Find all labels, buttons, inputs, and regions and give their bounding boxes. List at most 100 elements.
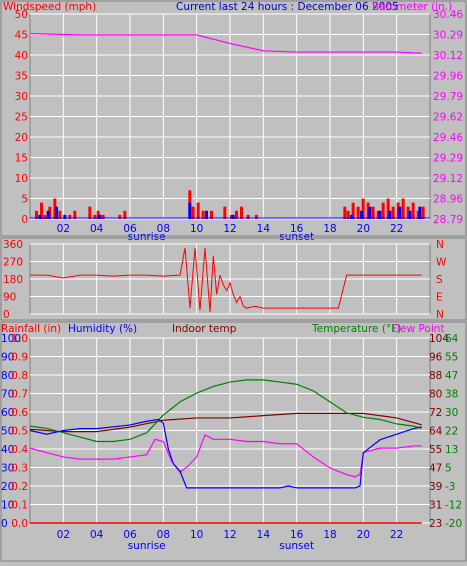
wind-x-tick: 20 bbox=[357, 223, 370, 235]
windspeed-bar bbox=[35, 210, 38, 219]
wind-grid bbox=[30, 13, 430, 220]
temperature-y-tick: 64 bbox=[445, 333, 459, 345]
gust-bar bbox=[46, 210, 50, 219]
wind-sunset-label: sunset bbox=[279, 231, 314, 243]
temp-x-tick: 14 bbox=[257, 529, 271, 541]
wind-y-tick: 15 bbox=[15, 153, 28, 165]
humidity-y-tick: 60 bbox=[1, 407, 14, 419]
dewpoint-line bbox=[29, 434, 422, 478]
indoor-y-tick: 64 bbox=[429, 426, 443, 438]
temp-sunset-label: sunset bbox=[279, 540, 314, 552]
rainfall-y-tick: 0.0 bbox=[11, 518, 28, 530]
humidity-y-tick: 20 bbox=[1, 481, 14, 493]
wind-y-tick: 35 bbox=[15, 71, 28, 83]
gust-bar bbox=[98, 214, 102, 219]
gust-bar bbox=[231, 214, 235, 219]
direction-y-tick: 360 bbox=[3, 239, 23, 251]
humidity-line bbox=[29, 418, 422, 489]
windspeed-bar bbox=[210, 210, 213, 219]
indoor-y-tick: 88 bbox=[429, 370, 442, 382]
gust-bar bbox=[205, 210, 208, 219]
gust-bar bbox=[398, 206, 402, 219]
wind-tick-labels: 02 04 06 08 10 12 14 16 18 20 22504540353025201510… bbox=[15, 9, 464, 243]
gust-bar bbox=[55, 206, 58, 219]
windspeed-bar bbox=[255, 214, 258, 219]
humidity-y-tick: 40 bbox=[1, 444, 14, 456]
wind-y-tick: 5 bbox=[21, 194, 28, 206]
windspeed-bar bbox=[53, 198, 57, 219]
windspeed-bar bbox=[386, 198, 390, 219]
windspeed-bar bbox=[421, 206, 425, 219]
humidity-y-tick: 70 bbox=[1, 389, 14, 401]
windspeed-bar bbox=[223, 206, 227, 219]
temperature-y-tick: -12 bbox=[445, 500, 462, 512]
rainfall-y-tick: 0.1 bbox=[11, 500, 28, 512]
windspeed-bar bbox=[123, 210, 127, 219]
barometer-y-tick: 30.46 bbox=[433, 9, 463, 21]
direction-panel-border bbox=[0, 237, 467, 321]
indoor-y-tick: 96 bbox=[429, 352, 443, 364]
barometer-y-tick: 30.12 bbox=[433, 50, 463, 62]
windspeed-bar bbox=[351, 202, 355, 219]
temp-x-tick: 16 bbox=[290, 529, 304, 541]
temp-series bbox=[29, 379, 422, 524]
wind-x-tick: 10 bbox=[190, 223, 203, 235]
wind-x-tick: 08 bbox=[157, 223, 170, 235]
humidity-y-tick: 10 bbox=[1, 500, 14, 512]
windspeed-bar bbox=[196, 202, 200, 219]
windspeed-bar bbox=[361, 198, 365, 219]
barometer-line bbox=[29, 33, 422, 54]
windspeed-bar bbox=[376, 210, 380, 219]
rainfall-y-tick: 0.2 bbox=[11, 481, 28, 493]
gust-bar bbox=[350, 214, 353, 219]
wind-y-tick: 50 bbox=[15, 9, 28, 21]
barometer-y-tick: 29.96 bbox=[433, 71, 463, 83]
wind-x-tick: 04 bbox=[90, 223, 104, 235]
wind-sunrise-label: sunrise bbox=[128, 231, 166, 243]
windspeed-bar bbox=[246, 214, 250, 219]
gust-bar bbox=[63, 214, 67, 219]
temp-x-tick: 08 bbox=[157, 529, 170, 541]
temperature-y-tick: 55 bbox=[445, 352, 458, 364]
temp-x-tick: 18 bbox=[323, 529, 336, 541]
humidity-axis-label: Humidity (%) bbox=[68, 323, 137, 335]
wind-x-tick: 16 bbox=[290, 223, 304, 235]
temperature-y-tick: -3 bbox=[445, 481, 455, 493]
indoor-y-tick: 80 bbox=[429, 389, 442, 401]
windspeed-bar bbox=[371, 206, 375, 219]
windspeed-bar bbox=[96, 210, 100, 219]
wind-y-tick: 25 bbox=[15, 112, 28, 124]
direction-y-tick: 180 bbox=[3, 274, 23, 286]
windspeed-bar bbox=[343, 206, 347, 219]
windspeed-bar bbox=[396, 202, 400, 219]
temp-x-tick: 20 bbox=[357, 529, 370, 541]
rainfall-y-tick: 0.9 bbox=[11, 352, 28, 364]
rainfall-y-tick: 0.8 bbox=[11, 370, 28, 382]
wind-y-tick: 45 bbox=[15, 30, 28, 42]
barometer-y-tick: 29.46 bbox=[433, 132, 463, 144]
windspeed-bar bbox=[101, 214, 105, 219]
direction-y-tick: 0 bbox=[3, 309, 10, 321]
compass-tick: N bbox=[436, 309, 444, 321]
temperature-y-tick: -20 bbox=[445, 518, 462, 530]
wind-direction-line bbox=[30, 247, 422, 313]
barometer-y-tick: 28.96 bbox=[433, 194, 463, 206]
indoor-y-tick: 39 bbox=[429, 481, 442, 493]
gust-bar bbox=[360, 210, 363, 219]
barometer-y-tick: 30.29 bbox=[433, 30, 463, 42]
temp-x-tick: 04 bbox=[90, 529, 104, 541]
temperature-y-tick: 30 bbox=[445, 407, 458, 419]
windspeed-bar bbox=[43, 214, 47, 219]
wind-x-tick: 12 bbox=[223, 223, 236, 235]
windspeed-bar bbox=[401, 198, 405, 219]
windspeed-bar bbox=[346, 210, 350, 219]
temp-x-tick: 22 bbox=[390, 529, 403, 541]
direction-grid bbox=[30, 243, 430, 315]
windspeed-axis-label: Windspeed (mph) bbox=[3, 1, 96, 13]
humidity-y-tick: 80 bbox=[1, 370, 14, 382]
windspeed-bar bbox=[118, 214, 122, 219]
windspeed-bar bbox=[230, 214, 233, 219]
